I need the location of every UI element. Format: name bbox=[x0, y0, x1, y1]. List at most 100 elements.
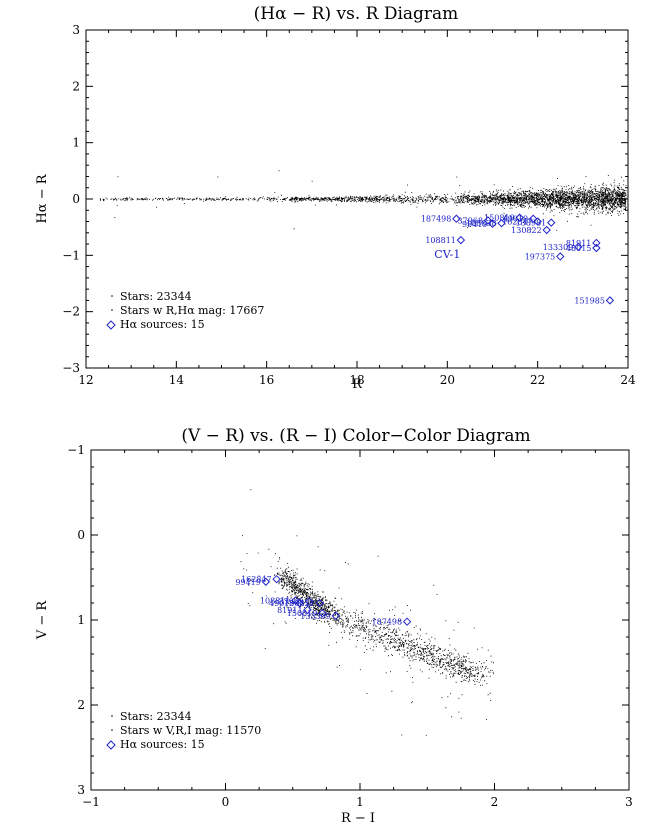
halpha-source-marker bbox=[304, 597, 314, 606]
panel1-legend-dot-stars bbox=[111, 295, 113, 297]
panel1-legend-diamond-icon bbox=[106, 320, 116, 330]
y-tick-label: −3 bbox=[62, 361, 80, 375]
panel2-frame bbox=[90, 449, 630, 791]
x-tick-label: −1 bbox=[82, 795, 100, 809]
halpha-source-label: 150819 bbox=[287, 609, 318, 618]
halpha-source-marker bbox=[315, 598, 324, 608]
x-tick-label: 18 bbox=[349, 373, 364, 387]
halpha-source-marker bbox=[542, 225, 551, 235]
halpha-source-label: 108811 bbox=[260, 596, 291, 605]
y-tick-label: −1 bbox=[62, 248, 80, 262]
halpha-source-marker bbox=[272, 574, 281, 584]
halpha-source-label: 133309 bbox=[543, 243, 574, 252]
halpha-source-label: 108811 bbox=[425, 236, 456, 245]
panel1-legend-dot-stars-rha bbox=[111, 309, 113, 311]
halpha-source-marker bbox=[291, 596, 300, 605]
halpha-source-marker bbox=[592, 243, 601, 253]
panel2-legend-stars-vri: Stars w V,R,I mag: 11570 bbox=[120, 724, 261, 737]
x-tick-label: 22 bbox=[530, 373, 545, 387]
star-points bbox=[99, 170, 627, 231]
panel1-title: (Hα − R) vs. R Diagram bbox=[254, 4, 459, 24]
halpha-source-marker bbox=[488, 219, 497, 228]
panel1-star-cloud bbox=[99, 170, 627, 231]
panel-color-color: (V − R) vs. (R − I) Color−Color Diagram … bbox=[35, 426, 633, 826]
halpha-source-marker bbox=[295, 598, 304, 608]
panel2-legend-stars: Stars: 23344 bbox=[120, 710, 192, 723]
panel1-legend: Stars: 23344 Stars w R,Hα mag: 17667 Hα … bbox=[106, 290, 264, 331]
halpha-source-label: 99419 bbox=[462, 220, 487, 229]
panel1-xlabel: R bbox=[352, 377, 363, 392]
panel2-title: (V − R) vs. (R − I) Color−Color Diagram bbox=[181, 426, 530, 446]
y-tick-label: −1 bbox=[67, 443, 85, 457]
y-tick-label: 2 bbox=[77, 698, 85, 712]
halpha-source-label: 130822 bbox=[284, 599, 315, 608]
panel1-legend-sources: Hα sources: 15 bbox=[120, 318, 205, 331]
panel2-legend-dot-stars-vri bbox=[111, 729, 113, 731]
panel1-ylabel: Hα − R bbox=[35, 173, 50, 223]
y-tick-label: 3 bbox=[72, 23, 80, 37]
x-tick-label: 1 bbox=[356, 795, 364, 809]
panel1-frame bbox=[85, 29, 629, 369]
x-tick-label: 24 bbox=[620, 373, 636, 387]
halpha-source-marker bbox=[528, 214, 538, 223]
panel2-legend-dot-stars bbox=[111, 715, 113, 717]
x-tick-label: 3 bbox=[625, 795, 633, 809]
x-tick-label: 14 bbox=[169, 373, 185, 387]
x-tick-label: 2 bbox=[491, 795, 499, 809]
halpha-source-label: 151985 bbox=[574, 296, 605, 305]
panel2-legend: Stars: 23344 Stars w V,R,I mag: 11570 Hα… bbox=[106, 710, 261, 751]
halpha-source-marker bbox=[497, 219, 506, 228]
panel1-legend-stars: Stars: 23344 bbox=[120, 290, 192, 303]
halpha-source-label: 37968 bbox=[458, 216, 483, 225]
halpha-source-label: 138981 bbox=[516, 219, 547, 228]
halpha-source-marker bbox=[533, 217, 542, 226]
halpha-source-marker bbox=[592, 238, 601, 248]
halpha-source-marker bbox=[303, 605, 312, 615]
halpha-source-label: 49019 bbox=[269, 599, 294, 608]
y-tick-label: −2 bbox=[62, 305, 80, 319]
halpha-source-label: 37968 bbox=[278, 597, 303, 606]
y-tick-label: 2 bbox=[72, 79, 80, 93]
halpha-source-marker bbox=[331, 611, 340, 620]
panel2-legend-diamond-icon bbox=[106, 740, 116, 750]
y-tick-label: 1 bbox=[77, 613, 85, 627]
halpha-source-label: 197375 bbox=[525, 252, 556, 261]
halpha-source-marker bbox=[515, 213, 524, 222]
panel2-legend-sources: Hα sources: 15 bbox=[120, 738, 205, 751]
halpha-source-marker bbox=[547, 218, 556, 227]
x-tick-label: 20 bbox=[440, 373, 455, 387]
halpha-source-marker bbox=[574, 242, 583, 252]
x-tick-label: 16 bbox=[259, 373, 274, 387]
halpha-source-marker bbox=[261, 577, 271, 586]
halpha-source-marker bbox=[318, 608, 327, 618]
halpha-source-label: 187498 bbox=[421, 215, 452, 224]
halpha-source-label: 48015 bbox=[566, 244, 591, 253]
y-tick-label: 3 bbox=[77, 783, 85, 797]
halpha-source-marker bbox=[556, 252, 565, 261]
halpha-source-marker bbox=[452, 214, 461, 223]
panel2-ylabel: V − R bbox=[35, 600, 50, 641]
halpha-source-label: 187498 bbox=[372, 618, 403, 627]
halpha-source-label: 108838 bbox=[466, 219, 497, 228]
panel1-annotation-cv1: CV-1 bbox=[434, 248, 460, 261]
halpha-source-label: 133309 bbox=[300, 612, 331, 621]
panel1-halpha-sources: 1874981088113796899419108838150819490191… bbox=[421, 213, 615, 305]
halpha-source-label: 162847 bbox=[241, 575, 272, 584]
panel1-legend-stars-rha: Stars w R,Hα mag: 17667 bbox=[120, 304, 264, 317]
y-tick-label: 1 bbox=[72, 136, 80, 150]
halpha-source-label: 150819 bbox=[484, 214, 515, 223]
x-tick-label: 0 bbox=[222, 795, 230, 809]
halpha-source-label: 130822 bbox=[511, 226, 542, 235]
x-tick-label: 12 bbox=[78, 373, 93, 387]
halpha-source-marker bbox=[456, 235, 466, 245]
y-tick-label: 0 bbox=[72, 192, 80, 206]
halpha-source-label: 49019 bbox=[503, 215, 528, 224]
y-tick-label: 0 bbox=[77, 528, 85, 542]
halpha-source-marker bbox=[402, 617, 412, 626]
halpha-source-label: 81911 bbox=[277, 606, 302, 615]
halpha-source-label: 99419 bbox=[235, 578, 260, 587]
